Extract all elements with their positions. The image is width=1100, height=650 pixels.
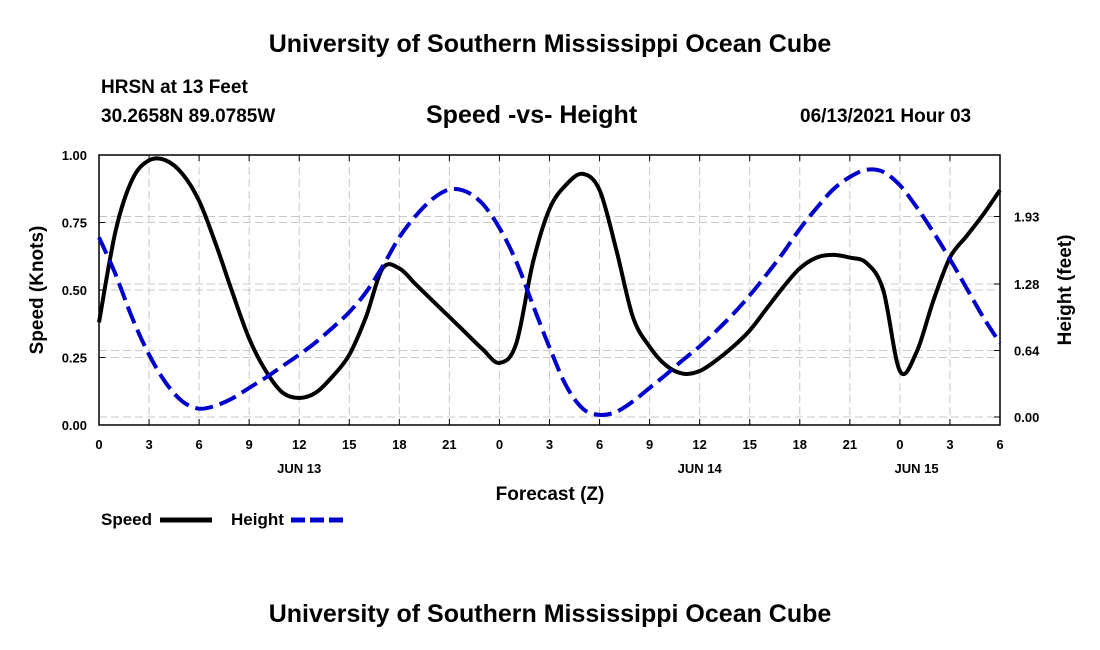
x-tick-label: 3 xyxy=(946,437,953,452)
y-tick-label: 0.50 xyxy=(62,283,87,298)
y-tick-label: 0.75 xyxy=(62,216,87,231)
legend-height-label: Height xyxy=(231,510,284,529)
y2-tick-label: 0.00 xyxy=(1014,410,1039,425)
y2-tick-label: 1.93 xyxy=(1014,209,1039,224)
legend-speed-label: Speed xyxy=(101,510,152,529)
height-series-line xyxy=(97,167,1002,418)
tick-layer: 0 3 6 9 12 15 18 21 0 3 6 9 12 15 18 21 0 3 6 0.00 0.25 0.50 0… xyxy=(62,148,1040,476)
chart-title: Speed -vs- Height xyxy=(426,101,638,129)
y2-axis-title: Height (feet) xyxy=(1055,235,1076,346)
main-title: University of Southern Mississippi Ocean… xyxy=(268,30,832,58)
x-tick-label: 0 xyxy=(496,437,503,452)
y-tick-label: 1.00 xyxy=(62,148,87,163)
x-tick-label: 6 xyxy=(596,437,603,452)
x-tick-label: 3 xyxy=(145,437,152,452)
x-tick-label: 0 xyxy=(95,437,102,452)
x-tick-label: 6 xyxy=(996,437,1003,452)
forecast-datetime: 06/13/2021 Hour 03 xyxy=(800,106,972,127)
x-tick-label: 0 xyxy=(896,437,903,452)
x-tick-label: 12 xyxy=(292,437,306,452)
date-label: JUN 15 xyxy=(895,461,939,476)
x-tick-label: 15 xyxy=(342,437,356,452)
y2-tick-label: 0.64 xyxy=(1014,344,1040,359)
x-tick-label: 15 xyxy=(742,437,756,452)
station-label: HRSN at 13 Feet xyxy=(101,77,248,98)
legend: Speed Height xyxy=(101,510,343,529)
x-tick-label: 12 xyxy=(692,437,706,452)
x-axis-title: Forecast (Z) xyxy=(496,484,605,505)
x-tick-label: 18 xyxy=(392,437,406,452)
x-tick-label: 9 xyxy=(646,437,653,452)
x-tick-label: 3 xyxy=(546,437,553,452)
speed-series-line xyxy=(97,156,1002,400)
y-tick-label: 0.25 xyxy=(62,351,87,366)
x-tick-label: 21 xyxy=(442,437,456,452)
x-tick-label: 21 xyxy=(843,437,857,452)
y-tick-label: 0.00 xyxy=(62,418,87,433)
y-axis-title: Speed (Knots) xyxy=(27,226,48,355)
x-tick-label: 18 xyxy=(793,437,807,452)
y2-tick-label: 1.28 xyxy=(1014,277,1039,292)
x-tick-label: 9 xyxy=(246,437,253,452)
x-tick-label: 6 xyxy=(195,437,202,452)
date-label: JUN 13 xyxy=(277,461,321,476)
coordinates-label: 30.2658N 89.0785W xyxy=(101,106,276,127)
date-label: JUN 14 xyxy=(678,461,723,476)
grid-layer xyxy=(99,155,1000,425)
footer-title: University of Southern Mississippi Ocean… xyxy=(268,600,832,628)
line-layer xyxy=(97,156,1002,418)
